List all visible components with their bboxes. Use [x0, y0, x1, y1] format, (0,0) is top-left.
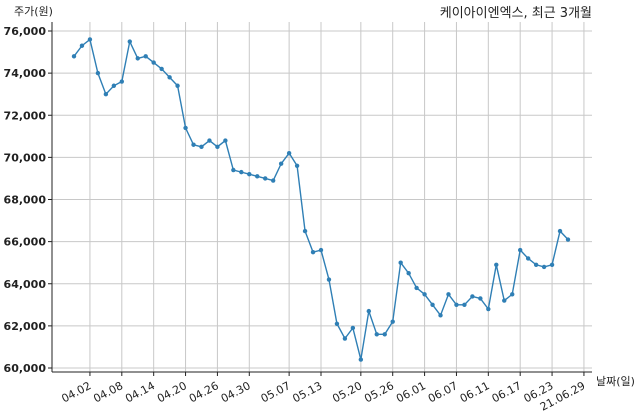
price-point	[302, 228, 308, 234]
price-point	[350, 325, 356, 331]
x-tick-label: 05.26	[362, 379, 396, 405]
x-tick-label: 06.11	[458, 379, 492, 405]
x-tick-label: 04.14	[123, 379, 157, 405]
price-point	[557, 228, 563, 234]
price-point	[103, 91, 109, 97]
price-point	[414, 285, 419, 291]
y-tick-label: 68,000	[4, 194, 47, 207]
x-tick-label: 05.20	[330, 379, 364, 405]
price-point	[270, 178, 276, 183]
price-point	[517, 247, 523, 253]
price-point	[167, 75, 172, 80]
price-point	[71, 54, 77, 59]
x-tick-label: 04.26	[187, 379, 221, 405]
price-point	[119, 79, 125, 84]
x-tick-label: 04.30	[219, 379, 253, 405]
y-tick-labels: 60,000 62,000 64,000 66,000 68,000 70,000 72,0…	[4, 25, 52, 375]
price-point	[422, 292, 427, 297]
y-tick-label: 70,000	[4, 151, 47, 164]
x-tick-label: 06.01	[394, 379, 428, 405]
x-tick-label: 04.02	[59, 379, 93, 405]
price-point	[430, 302, 435, 308]
y-tick-label: 66,000	[4, 236, 47, 249]
price-point	[263, 176, 268, 181]
price-point	[462, 302, 467, 308]
price-point	[502, 298, 507, 303]
price-point	[326, 277, 332, 282]
price-point	[199, 144, 204, 150]
price-point	[239, 169, 244, 175]
price-point	[87, 37, 93, 42]
price-point	[438, 313, 443, 318]
price-point	[565, 237, 571, 242]
price-point	[478, 296, 483, 301]
y-tick-label: 64,000	[4, 278, 47, 291]
price-point	[310, 249, 316, 255]
price-point	[366, 308, 372, 314]
price-point	[278, 161, 284, 166]
y-tick-label: 60,000	[4, 362, 47, 375]
price-point	[95, 70, 101, 76]
price-point	[486, 306, 491, 312]
price-point	[223, 138, 228, 143]
price-point	[318, 247, 324, 253]
y-tick-label: 76,000	[4, 25, 47, 38]
price-point	[358, 357, 364, 362]
price-point	[334, 321, 340, 326]
y-axis-label: 주가(원)	[14, 5, 53, 18]
axes	[51, 22, 592, 373]
y-tick-label: 72,000	[4, 109, 47, 122]
price-point	[175, 83, 180, 88]
price-point	[470, 294, 475, 299]
x-tick-label: 04.20	[155, 379, 189, 405]
x-tick-label: 05.07	[259, 379, 293, 405]
price-point	[494, 262, 499, 267]
price-point	[191, 142, 196, 147]
x-tick-label: 04.08	[91, 379, 125, 405]
price-point	[143, 54, 148, 59]
y-tick-label: 74,000	[4, 67, 47, 80]
price-point	[255, 174, 260, 179]
chart-title: 케이아이엔엑스, 최근 3개월	[440, 6, 592, 21]
price-point	[454, 302, 459, 308]
price-point	[510, 292, 515, 297]
price-point	[111, 83, 117, 88]
price-point	[549, 262, 555, 267]
price-point	[159, 66, 164, 72]
x-tick-label: 06.17	[490, 379, 524, 405]
price-series	[71, 37, 571, 362]
price-point	[207, 138, 212, 143]
price-point	[231, 167, 236, 173]
price-point	[390, 319, 395, 324]
price-point	[183, 125, 188, 131]
x-tick-label: 05.13	[290, 379, 324, 405]
price-point	[374, 332, 379, 337]
price-point	[294, 163, 300, 168]
x-axis-label: 날짜(일)	[596, 374, 635, 388]
price-point	[406, 271, 411, 276]
price-point	[541, 264, 547, 270]
price-point	[215, 144, 220, 150]
price-point	[286, 150, 292, 156]
price-point	[151, 60, 156, 65]
x-tick-label: 06.07	[426, 379, 460, 405]
price-point	[533, 262, 539, 267]
price-point	[127, 39, 132, 44]
price-point	[398, 260, 403, 265]
price-point	[342, 336, 348, 341]
price-point	[525, 256, 531, 261]
price-point	[135, 56, 140, 61]
price-point	[446, 292, 451, 297]
grid	[52, 22, 592, 372]
price-point	[247, 172, 252, 177]
y-tick-label: 62,000	[4, 320, 47, 333]
price-point	[382, 332, 387, 337]
price-point	[79, 43, 85, 48]
